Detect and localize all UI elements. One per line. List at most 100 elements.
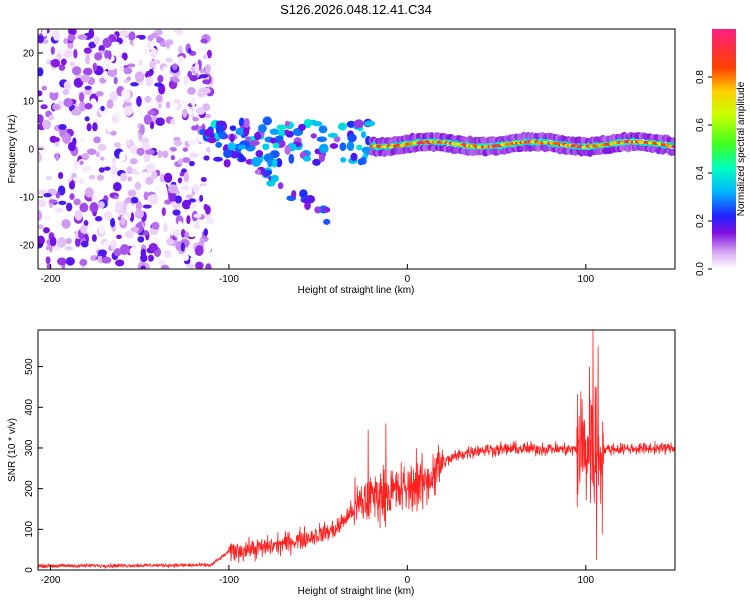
spectrogram-cell bbox=[150, 97, 155, 108]
spectrogram-cell bbox=[275, 158, 283, 168]
spectrogram-cell bbox=[199, 194, 204, 202]
spectrogram-cell bbox=[94, 244, 102, 250]
spectrogram-cell bbox=[180, 185, 190, 191]
colorbar-tick-label: 0.2 bbox=[695, 214, 706, 228]
spectrogram-cell bbox=[157, 259, 165, 266]
spectrogram-cell bbox=[126, 261, 133, 269]
colorbar-tick-label: 0.8 bbox=[695, 70, 706, 84]
spectrogram-cell bbox=[97, 174, 104, 181]
spectrogram-cell bbox=[40, 104, 48, 110]
spectrogram-cell bbox=[170, 31, 177, 38]
spectrogram-cell bbox=[172, 63, 178, 71]
spectrogram-cell bbox=[62, 88, 69, 96]
spectrogram-cell bbox=[111, 41, 120, 46]
spectrogram-cell bbox=[272, 142, 280, 149]
spectrogram-cell bbox=[56, 257, 67, 266]
spectrogram-cell bbox=[223, 149, 233, 159]
spectrogram-cell bbox=[177, 158, 184, 165]
spectrogram-cell bbox=[304, 201, 311, 210]
spectrogram-cell bbox=[271, 158, 278, 168]
spectrogram-cell bbox=[177, 177, 183, 184]
spectrogram-cell bbox=[69, 193, 75, 200]
spectrogram-cell bbox=[129, 246, 138, 256]
spectrogram-cell bbox=[183, 75, 189, 86]
spectrogram-cell bbox=[165, 41, 171, 49]
spectrogram-cell bbox=[291, 190, 297, 198]
spectrogram-cell bbox=[159, 173, 166, 183]
spectrogram-cell bbox=[165, 234, 171, 239]
spectrogram-cell bbox=[203, 243, 212, 254]
spectrogram-cell bbox=[98, 45, 105, 53]
spectrogram-cell bbox=[197, 121, 203, 127]
spectrogram-cell bbox=[318, 153, 326, 163]
spectrogram-cell bbox=[318, 125, 328, 134]
spectrogram-cell bbox=[100, 105, 105, 112]
spectrogram-ylabel: Frequency (Hz) bbox=[7, 115, 18, 184]
spectrogram-cell bbox=[42, 79, 50, 84]
spectrogram-ytick-label: 10 bbox=[23, 97, 35, 108]
spectrogram-cell bbox=[57, 237, 67, 248]
spectrogram-ytick-label: 0 bbox=[28, 145, 34, 156]
spectrogram-cell bbox=[200, 184, 206, 193]
spectrogram-cell bbox=[87, 221, 95, 227]
spectrogram-cell bbox=[671, 144, 675, 148]
spectrogram-cell bbox=[94, 216, 103, 222]
spectrogram-cell bbox=[139, 124, 145, 135]
spectrogram-cell bbox=[115, 110, 121, 122]
spectrogram-cell bbox=[364, 120, 376, 127]
spectrogram-cell bbox=[163, 249, 172, 258]
spectrogram-cell bbox=[329, 143, 339, 149]
spectrogram-cell bbox=[84, 85, 92, 90]
chart-title: S126.2026.048.12.41.C34 bbox=[280, 2, 432, 17]
spectrogram-cell bbox=[45, 175, 52, 181]
spectrogram-cell bbox=[97, 143, 107, 152]
colorbar-tick-label: 0.4 bbox=[695, 166, 706, 180]
spectrogram-cell bbox=[189, 153, 200, 158]
spectrogram-cell bbox=[41, 138, 46, 144]
spectrogram-cell bbox=[269, 128, 280, 135]
spectrogram-cell bbox=[166, 238, 174, 246]
spectrogram-cell bbox=[45, 256, 51, 265]
spectrogram-cell bbox=[157, 149, 163, 158]
spectrogram-cell bbox=[311, 121, 323, 127]
spectrogram-cell bbox=[346, 141, 355, 152]
spectrogram-cell bbox=[42, 119, 52, 130]
snr-series-line bbox=[38, 330, 675, 570]
spectrogram-cell bbox=[38, 141, 42, 147]
spectrogram-cell bbox=[346, 120, 356, 128]
spectrogram-cell bbox=[158, 182, 167, 191]
spectrogram-cell bbox=[134, 209, 144, 219]
spectrogram-cell bbox=[169, 225, 175, 236]
spectrogram-cell bbox=[299, 189, 308, 199]
spectrogram-cell bbox=[106, 124, 114, 133]
spectrogram-cell bbox=[61, 219, 71, 229]
spectrogram-cell bbox=[127, 63, 136, 68]
spectrogram-cell bbox=[113, 142, 121, 148]
snr-ytick-label: 500 bbox=[24, 358, 35, 375]
spectrogram-cell bbox=[52, 137, 60, 142]
spectrogram-heatmap bbox=[38, 29, 675, 269]
spectrogram-cell bbox=[310, 133, 317, 139]
spectrogram-cell bbox=[171, 102, 178, 109]
spectrogram-cell bbox=[45, 60, 51, 65]
spectrogram-cell bbox=[124, 199, 131, 204]
spectrogram-cell bbox=[178, 35, 184, 43]
spectrogram-cell bbox=[145, 76, 154, 87]
spectrogram-cell bbox=[78, 101, 87, 112]
spectrogram-cell bbox=[229, 125, 237, 131]
spectrogram-cell bbox=[238, 153, 245, 161]
spectrogram-cell bbox=[191, 96, 196, 108]
colorbar-tick-label: 0.0 bbox=[695, 262, 706, 276]
spectrogram-cell bbox=[88, 29, 95, 39]
spectrogram-cell bbox=[86, 148, 97, 155]
spectrogram-cell bbox=[126, 76, 132, 81]
spectrogram-cell bbox=[56, 48, 66, 55]
spectrogram-cell bbox=[187, 227, 197, 238]
spectrogram-cell bbox=[38, 224, 44, 230]
spectrogram-cell bbox=[116, 234, 122, 240]
spectrogram-cell bbox=[103, 70, 109, 80]
spectrogram-cell bbox=[193, 213, 203, 218]
spectrogram-cell bbox=[172, 78, 180, 83]
snr-xtick-label: 100 bbox=[577, 575, 594, 586]
